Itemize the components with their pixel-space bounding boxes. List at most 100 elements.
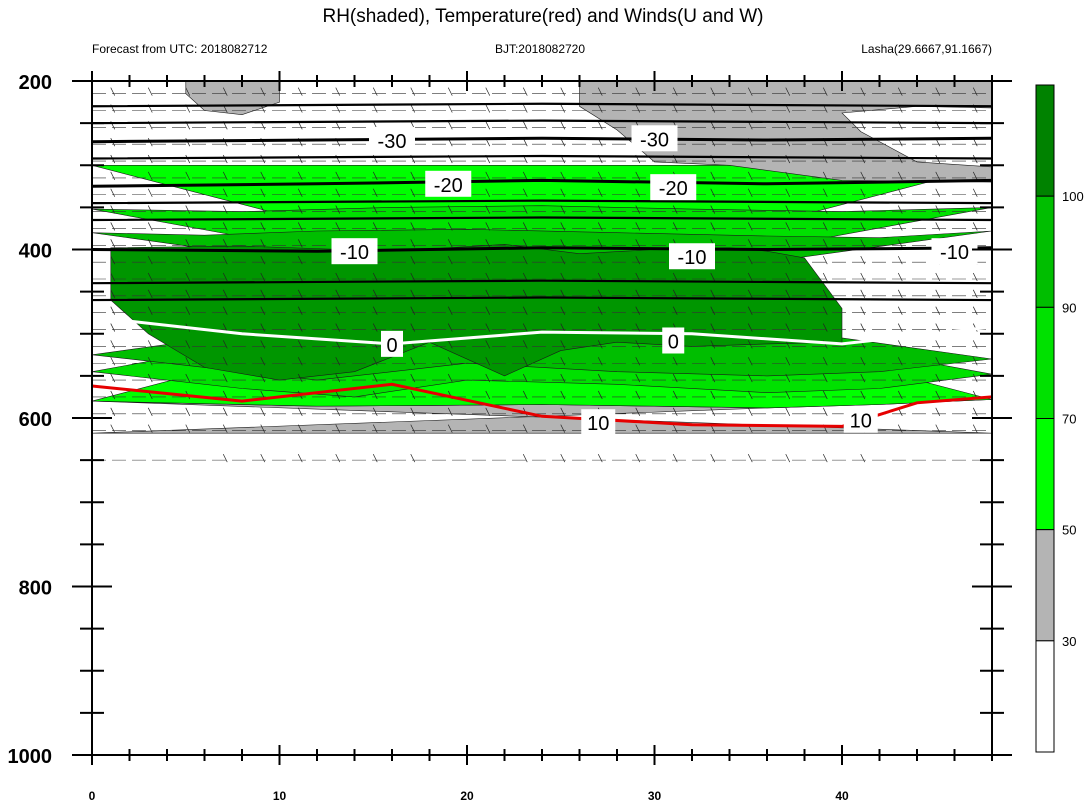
wind-barb — [447, 357, 453, 366]
wind-barb — [972, 171, 978, 181]
wind-barb — [935, 222, 941, 231]
wind-barb — [672, 357, 678, 366]
wind-barb — [635, 390, 641, 400]
wind-barb — [635, 323, 641, 332]
wind-barb — [522, 340, 528, 349]
wind-barb — [185, 357, 191, 366]
wind-barb — [785, 407, 791, 416]
wind-barb — [822, 87, 828, 96]
wind-barb — [972, 222, 978, 231]
wind-barb — [110, 272, 116, 282]
y-tick-label: 800 — [19, 578, 52, 600]
wind-barb — [372, 323, 378, 332]
wind-barb — [185, 188, 191, 197]
wind-barb — [335, 188, 341, 197]
wind-barb — [635, 188, 641, 197]
colorbar-label: 90 — [1062, 300, 1076, 315]
wind-barb — [972, 357, 978, 366]
wind-barb — [785, 453, 791, 463]
wind-barb — [447, 121, 453, 130]
wind-barb — [222, 306, 228, 315]
y-tick-label: 1000 — [8, 746, 53, 768]
colorbar-label: 100 — [1062, 189, 1084, 204]
wind-barb — [560, 424, 566, 433]
wind-barb — [747, 222, 753, 231]
wind-level-435 — [92, 272, 992, 282]
wind-barb — [485, 171, 491, 181]
wind-barb — [185, 407, 191, 416]
wind-barb — [485, 407, 491, 416]
temperature-contour--10 — [92, 246, 992, 253]
wind-barb — [260, 424, 266, 433]
wind-barb — [110, 390, 116, 400]
temperature-isotherm — [92, 296, 992, 302]
wind-barb — [260, 272, 266, 282]
contour-label--20: -20 — [425, 170, 472, 197]
wind-barb — [822, 255, 828, 265]
wind-barb — [972, 340, 978, 349]
wind-barb — [222, 407, 228, 416]
wind-barb — [485, 340, 491, 349]
wind-barb — [335, 171, 341, 181]
wind-barb — [822, 357, 828, 366]
wind-barb — [710, 171, 716, 181]
wind-barb — [897, 306, 903, 315]
wind-barb — [222, 87, 228, 96]
wind-barb — [297, 239, 303, 248]
wind-barb — [860, 373, 866, 383]
y-tick-label: 400 — [19, 241, 52, 263]
wind-barb — [260, 340, 266, 349]
contour-label-text: 0 — [668, 331, 679, 353]
wind-barb — [747, 357, 753, 366]
colorbar-segment — [1035, 195, 1055, 308]
temperature-isotherm — [92, 199, 992, 205]
wind-barb — [560, 121, 566, 130]
wind-barb — [785, 239, 791, 248]
wind-barb — [410, 373, 416, 383]
wind-barb — [447, 239, 453, 248]
wind-barb — [222, 272, 228, 282]
wind-barb — [560, 323, 566, 332]
wind-barb — [447, 306, 453, 315]
wind-level-535 — [92, 357, 992, 366]
wind-barb — [710, 340, 716, 349]
temperature-isotherm — [92, 119, 992, 125]
wind-barb — [897, 424, 903, 433]
wind-barb — [297, 188, 303, 197]
wind-barb — [710, 306, 716, 315]
wind-barb — [785, 306, 791, 315]
wind-barb — [110, 188, 116, 197]
wind-barb — [222, 453, 228, 463]
wind-barb — [147, 306, 153, 315]
wind-barb — [222, 340, 228, 349]
wind-barb — [560, 255, 566, 265]
wind-barb — [297, 323, 303, 332]
wind-barb — [222, 390, 228, 400]
wind-barb — [185, 373, 191, 383]
wind-barb — [635, 87, 641, 96]
wind-barb — [372, 289, 378, 298]
wind-barb — [672, 104, 678, 113]
wind-barb — [185, 87, 191, 96]
wind-barb — [972, 407, 978, 416]
wind-barb — [747, 255, 753, 265]
wind-barb — [260, 188, 266, 197]
wind-barb — [672, 272, 678, 282]
wind-barb — [522, 188, 528, 197]
colorbar: 30 50 70 90 100 — [1035, 84, 1084, 753]
wind-barb — [710, 373, 716, 383]
contour-label-text: -30 — [378, 131, 407, 153]
wind-barb — [147, 340, 153, 349]
wind-barb — [972, 306, 978, 315]
wind-barb — [372, 222, 378, 231]
wind-barb — [672, 289, 678, 298]
wind-barb — [222, 323, 228, 332]
wind-barb — [635, 357, 641, 366]
wind-barb — [635, 255, 641, 265]
wind-barb — [560, 205, 566, 214]
wind-barb — [747, 340, 753, 349]
wind-barb — [485, 323, 491, 332]
wind-barb — [747, 289, 753, 298]
colorbar-segment — [1035, 418, 1055, 531]
wind-barb — [147, 323, 153, 332]
